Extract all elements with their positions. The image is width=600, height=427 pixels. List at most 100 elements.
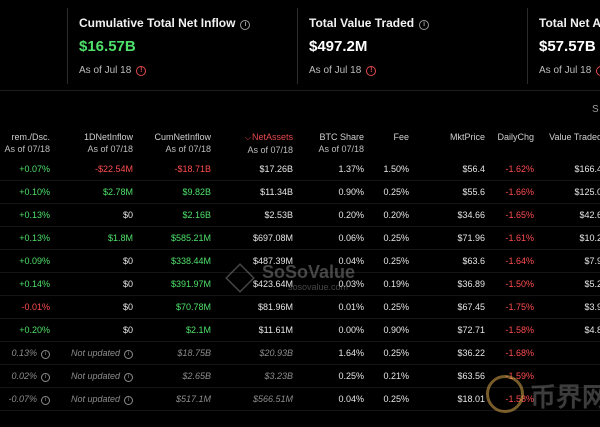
alert-icon[interactable]: ! [596, 66, 600, 76]
card-value: $497.2M [309, 38, 368, 55]
cell-prem-dsc: 0.02% i [11, 365, 50, 388]
divider [0, 90, 600, 91]
table-row[interactable]: +0.09% $0 $338.44M $487.39M 0.04% 0.25% $63.6 -… [0, 250, 600, 273]
cell-value-traded: $42.6 [579, 210, 600, 220]
table-row[interactable]: -0.01% $0 $70.78M $81.96M 0.01% 0.25% $67.45 -1… [0, 296, 600, 319]
table-header: rem./Dsc. As of 07/18 1DNetInflow As of 07… [0, 128, 600, 158]
table-row[interactable]: +0.14% $0 $391.97M $423.64M 0.03% 0.19% $36.89… [0, 273, 600, 296]
cell-prem-dsc: +0.13% [19, 210, 50, 220]
table-row[interactable]: 0.13% i Not updated i $18.75B $20.93B 1.64% 0.2… [0, 342, 600, 365]
column-header-net-assets[interactable]: ⌵NetAssets As of 07/18 [244, 132, 293, 155]
info-icon[interactable]: i [419, 20, 430, 30]
alert-icon[interactable]: ! [366, 66, 377, 76]
coin-logo-icon [486, 375, 524, 413]
cell-1d-net-inflow: Not updated i [71, 342, 133, 365]
cell-mkt-price: $72.71 [457, 325, 485, 335]
etf-table: rem./Dsc. As of 07/18 1DNetInflow As of 07… [0, 128, 600, 411]
cell-fee: 0.25% [383, 187, 409, 197]
cell-daily-chg: -1.75% [505, 302, 534, 312]
cell-mkt-price: $56.4 [462, 164, 485, 174]
cell-daily-chg: -1.65% [505, 210, 534, 220]
info-icon[interactable]: i [41, 396, 50, 405]
alert-icon[interactable]: ! [136, 66, 147, 76]
cell-1d-net-inflow: $1.8M [107, 233, 133, 243]
cell-btc-share: 0.00% [338, 325, 364, 335]
cell-cum-net-inflow: $2.65B [182, 371, 211, 381]
cell-1d-net-inflow: $2.78M [102, 187, 133, 197]
sosovalue-watermark: SoSoValue sosovalue.com [225, 262, 376, 298]
site-watermark: 币界网 [486, 371, 600, 421]
watermark-brand: SoSoValue [262, 262, 356, 282]
column-header-mkt-price[interactable]: MktPrice [449, 132, 485, 142]
card-total-net-assets: Total Net Ass $57.57B As of Jul 18! [527, 8, 600, 84]
cell-net-assets: $20.93B [259, 348, 293, 358]
cell-btc-share: 0.03% [338, 279, 364, 289]
column-header-prem-dsc[interactable]: rem./Dsc. As of 07/18 [4, 132, 50, 154]
summary-cards: Cumulative Total Net Inflow i $16.57B As … [0, 0, 600, 90]
cell-daily-chg: -1.59% [505, 371, 534, 381]
table-row[interactable]: +0.10% $2.78M $9.82B $11.34B 0.90% 0.25% $55.6… [0, 181, 600, 204]
cell-fee: 0.21% [383, 371, 409, 381]
cell-prem-dsc: 0.13% i [11, 342, 50, 365]
cell-btc-share: 0.04% [338, 256, 364, 266]
cell-mkt-price: $36.22 [457, 348, 485, 358]
column-header-value-traded[interactable]: Value Traded [549, 132, 600, 142]
info-icon[interactable]: i [124, 373, 133, 382]
cell-net-assets: $81.96M [257, 302, 293, 312]
cell-net-assets: $3.23B [264, 371, 293, 381]
column-header-btc-share[interactable]: BTC Share As of 07/18 [318, 132, 364, 154]
watermark-site: 币界网 [530, 383, 600, 413]
cell-1d-net-inflow: $0 [122, 279, 133, 289]
cell-mkt-price: $34.66 [457, 210, 485, 220]
table-row[interactable]: +0.13% $0 $2.16B $2.53B 0.20% 0.20% $34.66 -1.6… [0, 204, 600, 227]
cell-cum-net-inflow: $18.75B [177, 348, 211, 358]
cell-btc-share: 0.01% [338, 302, 364, 312]
cell-cum-net-inflow: $2.16B [182, 210, 211, 220]
cell-value-traded: $166.4 [574, 164, 600, 174]
cell-prem-dsc: +0.10% [19, 187, 50, 197]
info-icon[interactable]: i [240, 20, 251, 30]
info-icon[interactable]: i [41, 350, 50, 359]
cell-cum-net-inflow: $70.78M [175, 302, 211, 312]
table-row[interactable]: +0.07% -$22.54M -$18.71B $17.26B 1.37% 1.50% $… [0, 158, 600, 181]
cell-net-assets: $697.08M [252, 233, 293, 243]
cell-net-assets: $2.53B [264, 210, 293, 220]
cell-daily-chg: -1.58% [505, 325, 534, 335]
cell-mkt-price: $18.01 [457, 394, 485, 404]
cell-value-traded: $4.8 [584, 325, 600, 335]
cell-btc-share: 0.04% [338, 394, 364, 404]
cell-1d-net-inflow: $0 [122, 256, 133, 266]
info-icon[interactable]: i [124, 350, 133, 359]
cell-1d-net-inflow: $0 [122, 325, 133, 335]
table-row[interactable]: 0.02% i Not updated i $2.65B $3.23B 0.25% 0.21%… [0, 365, 600, 388]
info-icon[interactable]: i [124, 396, 133, 405]
card-date: As of Jul 18 [79, 65, 132, 76]
cell-mkt-price: $71.96 [457, 233, 485, 243]
cell-fee: 0.25% [383, 256, 409, 266]
cell-1d-net-inflow: Not updated i [71, 365, 133, 388]
cell-prem-dsc: -0.01% [21, 302, 50, 312]
column-header-cum-net-inflow[interactable]: CumNetInflow As of 07/18 [154, 132, 211, 154]
column-header-daily-chg[interactable]: DailyChg [497, 132, 534, 142]
table-row[interactable]: +0.20% $0 $2.1M $11.61M 0.00% 0.90% $72.71 -1.5… [0, 319, 600, 342]
card-value: $16.57B [79, 38, 136, 55]
table-row[interactable]: +0.13% $1.8M $585.21M $697.08M 0.06% 0.25% $71… [0, 227, 600, 250]
cell-prem-dsc: +0.13% [19, 233, 50, 243]
cell-cum-net-inflow: $517.1M [175, 394, 211, 404]
cell-daily-chg: -1.66% [505, 187, 534, 197]
cell-fee: 1.50% [383, 164, 409, 174]
info-icon[interactable]: i [41, 373, 50, 382]
cell-1d-net-inflow: $0 [122, 302, 133, 312]
cell-fee: 0.25% [383, 394, 409, 404]
cell-net-assets: $566.51M [252, 394, 293, 404]
column-header-1d-net-inflow[interactable]: 1DNetInflow As of 07/18 [83, 132, 133, 154]
cell-daily-chg: -1.68% [505, 348, 534, 358]
cell-btc-share: 0.25% [338, 371, 364, 381]
table-body: +0.07% -$22.54M -$18.71B $17.26B 1.37% 1.50% $… [0, 158, 600, 411]
cell-net-assets: $11.34B [260, 187, 293, 197]
cell-fee: 0.25% [383, 348, 409, 358]
cell-value-traded: $10.2 [579, 233, 600, 243]
cell-value-traded: $7.9 [584, 256, 600, 266]
cell-btc-share: 0.06% [338, 233, 364, 243]
column-header-fee[interactable]: Fee [393, 132, 409, 142]
